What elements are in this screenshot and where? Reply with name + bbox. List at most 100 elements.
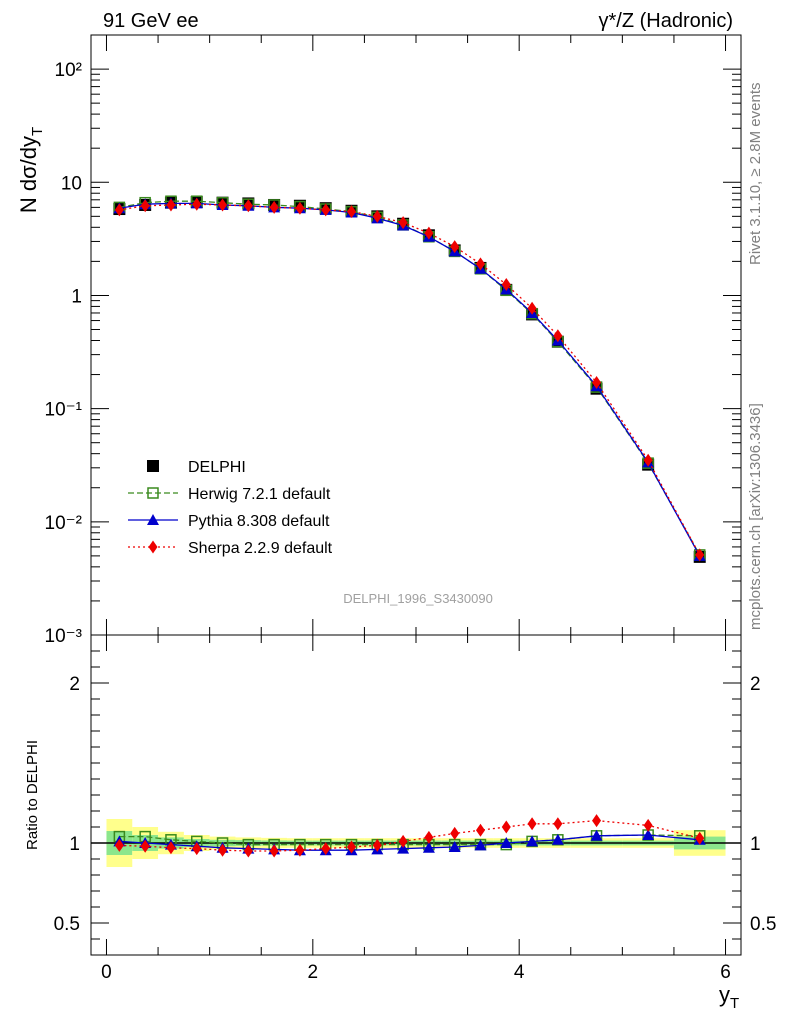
ratio-x-tick-label: 6 — [720, 962, 731, 983]
ratio-point-sherpa-2-2-9-default — [269, 844, 279, 858]
legend-marker-sherpa-2-2-9-default — [148, 540, 158, 554]
ratio-point-pythia-8-308-default — [590, 829, 603, 841]
ratio-point-sherpa-2-2-9-default — [695, 831, 705, 845]
main-y-tick-label: 10⁻² — [45, 513, 83, 534]
legend-label-herwig-7-2-1-default: Herwig 7.2.1 default — [188, 486, 331, 503]
main-point-sherpa-2-2-9-default — [166, 198, 176, 212]
main-point-sherpa-2-2-9-default — [114, 203, 124, 217]
analysis-id: DELPHI_1996_S3430090 — [343, 591, 493, 606]
ratio-point-sherpa-2-2-9-default — [643, 818, 653, 832]
ratio-panel: 0 2 4 6 2 2 1 1 0.5 0.5 Ratio to DELPHI yT — [24, 634, 776, 1012]
main-point-sherpa-2-2-9-default — [295, 201, 305, 215]
main-point-sherpa-2-2-9-default — [321, 203, 331, 217]
ratio-point-pythia-8-308-default — [474, 839, 487, 851]
main-panel: 10² 10 1 10⁻¹ 10⁻² 10⁻³ N dσ/dyT DELPHI_1996_… — [16, 34, 742, 647]
ratio-point-sherpa-2-2-9-default — [450, 826, 460, 840]
main-point-sherpa-2-2-9-default — [450, 240, 460, 254]
legend-marker-herwig-7-2-1-default — [147, 487, 159, 499]
main-line-pythia-8-308-default — [119, 202, 701, 557]
legend-marker-pythia-8-308-default — [147, 514, 159, 525]
ratio-xlabel: yT — [719, 982, 739, 1012]
legend-label-pythia-8-308-default: Pythia 8.308 default — [188, 513, 330, 530]
legend-label-sherpa-2-2-9-default: Sherpa 2.2.9 default — [188, 540, 333, 557]
main-point-sherpa-2-2-9-default — [192, 197, 202, 211]
ratio-point-sherpa-2-2-9-default — [372, 838, 382, 852]
main-point-sherpa-2-2-9-default — [695, 548, 705, 562]
main-point-sherpa-2-2-9-default — [501, 277, 511, 291]
ratio-y-tick-label-right: 2 — [750, 674, 761, 695]
main-line-herwig-7-2-1-default — [119, 200, 701, 556]
ratio-point-pythia-8-308-default — [422, 841, 435, 853]
ratio-point-sherpa-2-2-9-default — [398, 834, 408, 848]
main-point-sherpa-2-2-9-default — [140, 199, 150, 213]
header-right: γ*/Z (Hadronic) — [599, 10, 733, 32]
ratio-point-pythia-8-308-default — [526, 835, 539, 847]
ratio-xlabel-sub: T — [730, 995, 739, 1012]
ratio-point-sherpa-2-2-9-default — [243, 844, 253, 858]
main-y-tick-label: 1 — [71, 286, 82, 307]
main-point-sherpa-2-2-9-default — [553, 329, 563, 343]
ratio-line-sherpa-2-2-9-default — [119, 819, 700, 852]
ratio-line-herwig-7-2-1-default — [119, 834, 700, 846]
ratio-ylabel: Ratio to DELPHI — [24, 740, 41, 850]
main-point-sherpa-2-2-9-default — [269, 200, 279, 214]
ratio-point-sherpa-2-2-9-default — [475, 823, 485, 837]
ratio-point-sherpa-2-2-9-default — [592, 814, 602, 828]
main-point-sherpa-2-2-9-default — [527, 301, 537, 315]
ratio-axes: 0 2 4 6 2 2 1 1 0.5 0.5 — [54, 635, 776, 983]
ratio-x-tick-label: 4 — [514, 962, 525, 983]
main-y-tick-label: 10 — [61, 173, 82, 194]
ratio-point-sherpa-2-2-9-default — [501, 820, 511, 834]
main-point-sherpa-2-2-9-default — [243, 199, 253, 213]
ratio-point-sherpa-2-2-9-default — [166, 841, 176, 855]
ratio-point-sherpa-2-2-9-default — [192, 842, 202, 856]
ratio-point-sherpa-2-2-9-default — [347, 840, 357, 854]
legend-label-delphi: DELPHI — [188, 459, 246, 476]
ratio-point-pythia-8-308-default — [448, 841, 461, 852]
ratio-point-pythia-8-308-default — [551, 833, 564, 845]
ratio-point-sherpa-2-2-9-default — [295, 843, 305, 857]
main-point-sherpa-2-2-9-default — [347, 205, 357, 219]
ratio-y-tick-label-left: 1 — [69, 834, 80, 855]
ratio-y-tick-label-right: 1 — [750, 834, 761, 855]
ratio-y-tick-label-left: 0.5 — [54, 914, 80, 935]
ratio-point-sherpa-2-2-9-default — [553, 817, 563, 831]
main-axes: 10² 10 1 10⁻¹ 10⁻² 10⁻³ — [45, 34, 741, 647]
main-point-sherpa-2-2-9-default — [592, 376, 602, 390]
main-point-sherpa-2-2-9-default — [475, 257, 485, 271]
main-point-sherpa-2-2-9-default — [643, 453, 653, 467]
ratio-x-tick-label: 0 — [101, 962, 112, 983]
ratio-point-pythia-8-308-default — [500, 837, 513, 848]
main-y-tick-label: 10² — [55, 60, 82, 81]
main-ylabel-text: N dσ/dy — [16, 136, 41, 213]
side-label-top: Rivet 3.1.10, ≥ 2.8M events — [747, 83, 764, 266]
ratio-point-sherpa-2-2-9-default — [527, 817, 537, 831]
ratio-y-tick-label-right: 0.5 — [750, 914, 776, 935]
ratio-point-sherpa-2-2-9-default — [424, 830, 434, 844]
ratio-point-pythia-8-308-default — [642, 829, 655, 840]
main-plot-area — [113, 195, 706, 563]
legend-marker-delphi — [147, 460, 159, 472]
main-ylabel: N dσ/dyT — [16, 127, 46, 213]
legend: DELPHI Herwig 7.2.1 default Pythia 8.308 d… — [128, 459, 333, 557]
ratio-frame — [90, 634, 742, 956]
ratio-plot-area — [91, 814, 741, 867]
ratio-y-tick-label-left: 2 — [69, 674, 80, 695]
side-label-bottom: mcplots.cern.ch [arXiv:1306.3436] — [747, 403, 764, 630]
ratio-point-sherpa-2-2-9-default — [140, 839, 150, 853]
ratio-point-sherpa-2-2-9-default — [218, 843, 228, 857]
main-point-sherpa-2-2-9-default — [372, 209, 382, 223]
ratio-point-sherpa-2-2-9-default — [114, 838, 124, 852]
main-y-tick-label: 10⁻¹ — [45, 400, 83, 421]
main-line-sherpa-2-2-9-default — [119, 203, 701, 556]
ratio-x-tick-label: 2 — [308, 962, 319, 983]
main-point-sherpa-2-2-9-default — [398, 216, 408, 230]
main-ylabel-sub: T — [29, 127, 46, 136]
main-point-sherpa-2-2-9-default — [424, 226, 434, 240]
main-y-tick-label: 10⁻³ — [45, 626, 83, 647]
header-left: 91 GeV ee — [103, 10, 199, 32]
ratio-point-pythia-8-308-default — [397, 842, 410, 854]
ratio-xlabel-text: y — [719, 982, 730, 1007]
ratio-point-sherpa-2-2-9-default — [321, 842, 331, 856]
